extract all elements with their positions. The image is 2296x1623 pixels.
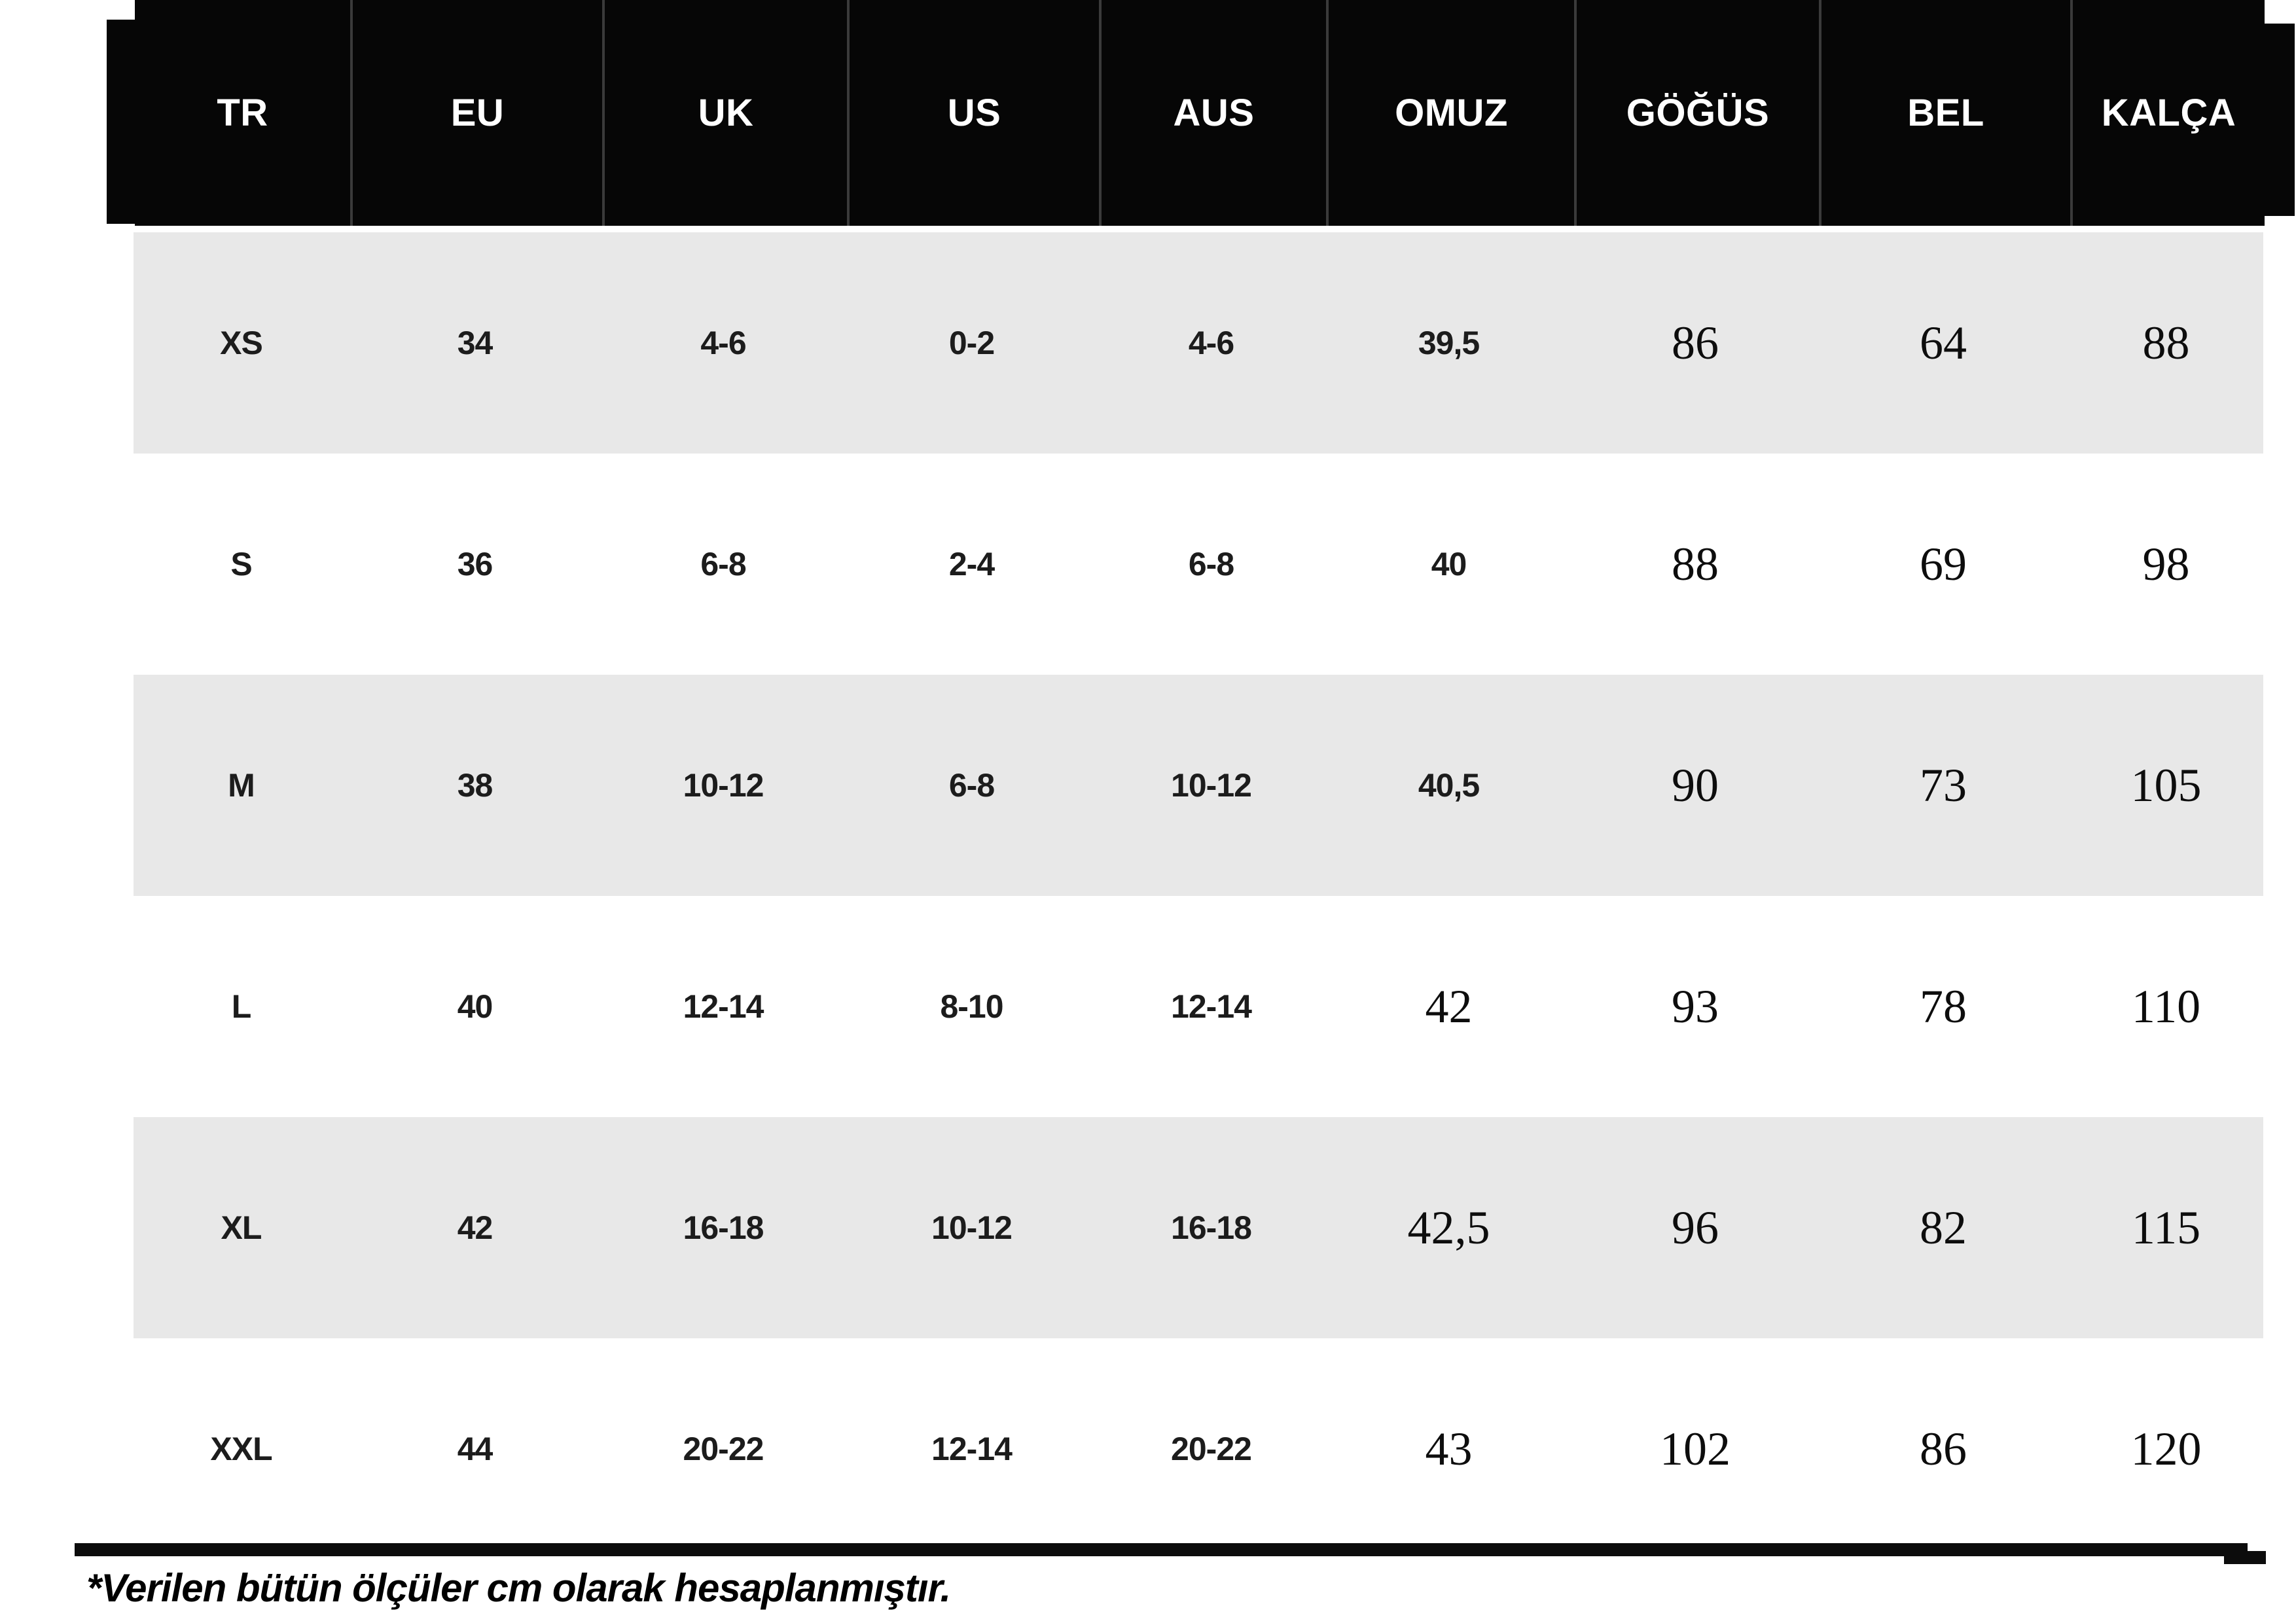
table-row-l: L 40 12-14 8-10 12-14 42 93 78 110 (134, 896, 2263, 1117)
size-label: XS (220, 325, 263, 361)
table-row-s: S 36 6-8 2-4 6-8 40 88 69 98 (134, 454, 2263, 675)
value-eu: 34 (457, 325, 493, 361)
size-chart-header-row: TR EU UK US AUS OMUZ GÖĞÜS BEL KALÇA (135, 0, 2265, 226)
bottom-rule-step (2224, 1551, 2266, 1564)
table-row-xxl: XXL 44 20-22 12-14 20-22 43 102 86 120 (134, 1338, 2263, 1560)
value-kalca: 120 (2130, 1422, 2202, 1475)
column-header-aus: AUS (1099, 0, 1326, 226)
value-gogus: 96 (1672, 1201, 1719, 1254)
value-bel: 78 (1920, 980, 1967, 1033)
value-us: 12-14 (931, 1431, 1013, 1467)
value-bel: 64 (1920, 316, 1967, 369)
size-label: M (228, 767, 255, 804)
value-us: 0-2 (948, 325, 995, 361)
value-aus: 16-18 (1171, 1209, 1252, 1246)
value-us: 8-10 (940, 988, 1003, 1025)
value-eu: 38 (457, 767, 493, 804)
footnote: *Verilen bütün ölçüler cm olarak hesapla… (86, 1566, 951, 1610)
column-header-kalca: KALÇA (2070, 0, 2265, 226)
value-eu: 40 (457, 988, 493, 1025)
value-uk: 16-18 (683, 1209, 764, 1246)
value-bel: 86 (1920, 1422, 1967, 1475)
value-omuz: 42,5 (1407, 1201, 1490, 1254)
value-uk: 6-8 (700, 546, 746, 582)
column-header-bel: BEL (1819, 0, 2070, 226)
size-label: XXL (210, 1431, 272, 1467)
value-aus: 12-14 (1171, 988, 1252, 1025)
value-kalca: 105 (2130, 758, 2202, 812)
column-header-uk: UK (602, 0, 847, 226)
column-header-tr: TR (217, 92, 268, 134)
value-gogus: 93 (1672, 980, 1719, 1033)
value-kalca: 98 (2142, 537, 2190, 590)
table-row-xs: XS 34 4-6 0-2 4-6 39,5 86 64 88 (134, 232, 2263, 454)
bottom-rule (75, 1543, 2248, 1556)
value-kalca: 110 (2131, 980, 2201, 1033)
value-gogus: 86 (1672, 316, 1719, 369)
value-us: 6-8 (948, 767, 995, 804)
value-gogus: 90 (1672, 758, 1719, 812)
size-label: S (230, 546, 252, 582)
size-label: XL (221, 1209, 262, 1246)
value-bel: 73 (1920, 758, 1967, 812)
value-eu: 36 (457, 546, 493, 582)
value-eu: 44 (457, 1431, 493, 1467)
size-chart-body: XS 34 4-6 0-2 4-6 39,5 86 64 88 S 36 6-8… (134, 232, 2263, 1560)
table-row-m: M 38 10-12 6-8 10-12 40,5 90 73 105 (134, 675, 2263, 896)
value-bel: 69 (1920, 537, 1967, 590)
value-gogus: 88 (1672, 537, 1719, 590)
value-uk: 12-14 (683, 988, 764, 1025)
value-aus: 20-22 (1171, 1431, 1252, 1467)
value-aus: 6-8 (1188, 546, 1234, 582)
value-aus: 10-12 (1171, 767, 1252, 804)
value-uk: 10-12 (683, 767, 764, 804)
value-kalca: 88 (2142, 316, 2190, 369)
column-header-eu: EU (350, 0, 602, 226)
value-uk: 4-6 (700, 325, 746, 361)
value-kalca: 115 (2131, 1201, 2201, 1254)
value-gogus: 102 (1660, 1422, 1731, 1475)
value-bel: 82 (1920, 1201, 1967, 1254)
value-omuz: 40,5 (1418, 767, 1480, 804)
value-aus: 4-6 (1188, 325, 1234, 361)
value-us: 10-12 (931, 1209, 1013, 1246)
value-us: 2-4 (948, 546, 995, 582)
table-row-xl: XL 42 16-18 10-12 16-18 42,5 96 82 115 (134, 1117, 2263, 1338)
value-eu: 42 (457, 1209, 493, 1246)
value-omuz: 42 (1425, 980, 1473, 1033)
value-omuz: 43 (1425, 1422, 1473, 1475)
size-label: L (231, 988, 252, 1025)
column-header-us: US (847, 0, 1099, 226)
value-omuz: 40 (1431, 546, 1467, 582)
column-header-omuz: OMUZ (1326, 0, 1574, 226)
value-uk: 20-22 (683, 1431, 764, 1467)
column-header-gogus: GÖĞÜS (1574, 0, 1819, 226)
value-omuz: 39,5 (1418, 325, 1480, 361)
